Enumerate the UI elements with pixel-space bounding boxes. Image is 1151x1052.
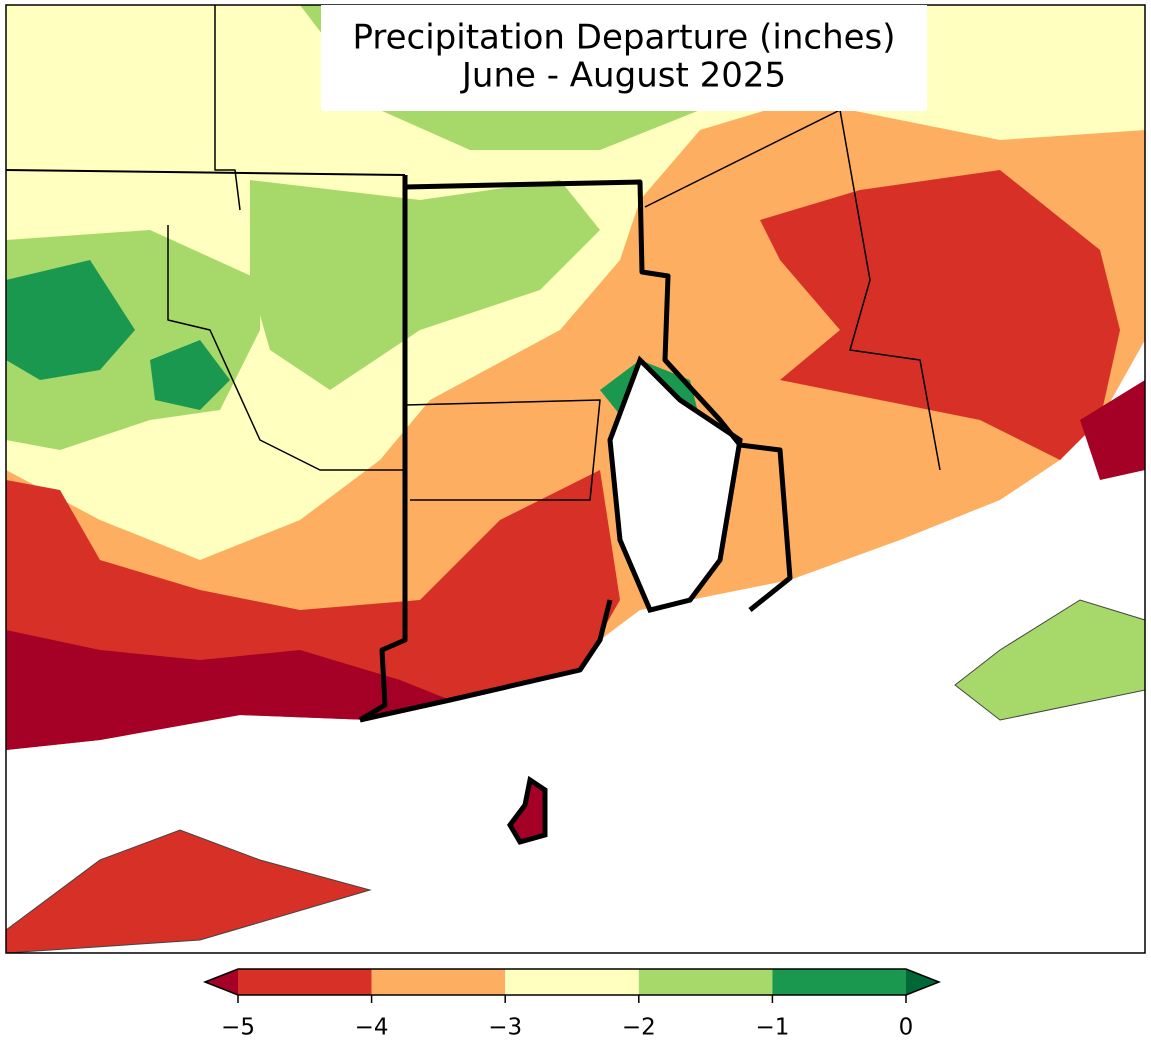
colorbar-tick-label: −1 — [755, 1015, 789, 1041]
marthas-vineyard — [954, 599, 1146, 721]
county-border — [167, 225, 405, 471]
state-border — [404, 179, 793, 612]
long-island — [5, 829, 372, 954]
colorbar-under — [205, 969, 238, 995]
colorbar: −5 −4 −3 −2 −1 0 — [202, 968, 942, 1041]
subtitle: June - August 2025 — [460, 56, 786, 96]
land-red — [760, 170, 1120, 460]
state-border — [5, 169, 406, 176]
narragansett-bay — [607, 355, 743, 613]
colorbar-segment — [772, 969, 906, 995]
land-yellow — [6, 5, 1145, 560]
county-border — [214, 5, 241, 211]
state-border — [358, 175, 408, 723]
county-border — [644, 109, 941, 471]
state-border — [359, 599, 613, 723]
colorbar-segment — [238, 969, 372, 995]
colorbar-tick-label: −3 — [488, 1015, 522, 1041]
colorbar-tick-label: −2 — [622, 1015, 656, 1041]
colorbar-tick-label: 0 — [899, 1015, 914, 1041]
map-area — [5, 4, 1146, 954]
land-dark-green — [150, 340, 230, 410]
colorbar-segment — [638, 969, 773, 995]
block-island — [507, 775, 548, 845]
colorbar-over — [906, 969, 939, 995]
land-green — [250, 180, 600, 390]
colorbar-tick-label: −5 — [221, 1015, 255, 1041]
land-dark-red — [1080, 380, 1145, 480]
title: Precipitation Departure (inches) — [352, 18, 895, 58]
colorbar-segment — [505, 969, 639, 995]
colorbar-segment — [371, 969, 506, 995]
colorbar-tick-label: −4 — [355, 1015, 389, 1041]
land-dark-green — [6, 260, 135, 380]
title-box — [321, 5, 927, 111]
land-dark-red — [6, 630, 450, 750]
county-border — [404, 399, 601, 501]
